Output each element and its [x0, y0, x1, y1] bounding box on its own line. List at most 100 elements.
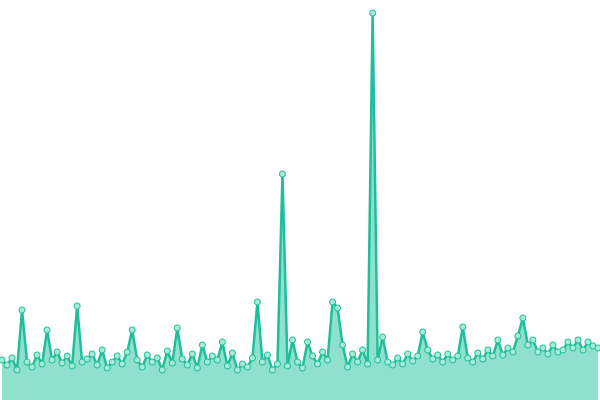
point [208, 352, 216, 360]
point [213, 356, 221, 364]
point [28, 363, 36, 371]
point [163, 347, 171, 355]
point [324, 356, 332, 364]
point [143, 351, 151, 359]
point [258, 358, 266, 366]
point [564, 338, 572, 346]
point [429, 355, 437, 363]
point [514, 332, 522, 340]
point [228, 349, 236, 357]
point [253, 298, 261, 306]
point [524, 341, 532, 349]
point [118, 360, 126, 368]
point [494, 336, 502, 344]
point [23, 358, 31, 366]
point [73, 302, 81, 310]
point [584, 338, 592, 346]
point [133, 356, 141, 364]
point [128, 326, 136, 334]
point [449, 356, 457, 364]
point [48, 356, 56, 364]
point [78, 358, 86, 366]
point [469, 358, 477, 366]
point [559, 346, 567, 354]
point [168, 359, 176, 367]
point [569, 344, 577, 352]
point [529, 336, 537, 344]
point [424, 346, 432, 354]
point [534, 348, 542, 356]
point [193, 364, 201, 372]
point [148, 358, 156, 366]
point [248, 354, 256, 362]
point [344, 363, 352, 371]
point [268, 366, 276, 374]
point [188, 350, 196, 358]
point [414, 352, 422, 360]
point [218, 338, 226, 346]
point [223, 362, 231, 370]
point [238, 360, 246, 368]
point [8, 354, 16, 362]
point [479, 355, 487, 363]
point [113, 352, 121, 360]
point [83, 355, 91, 363]
point [354, 358, 362, 366]
point [299, 364, 307, 372]
point [504, 344, 512, 352]
point [444, 350, 452, 358]
point [489, 352, 497, 360]
point [93, 361, 101, 369]
point [304, 338, 312, 346]
point [173, 324, 181, 332]
point [58, 359, 66, 367]
point [309, 352, 317, 360]
point [198, 341, 206, 349]
point [263, 351, 271, 359]
point [379, 333, 387, 341]
point [409, 357, 417, 365]
point [183, 361, 191, 369]
point [233, 366, 241, 374]
point [38, 360, 46, 368]
point [63, 352, 71, 360]
point [434, 351, 442, 359]
point [439, 358, 447, 366]
point [499, 351, 507, 359]
point [98, 346, 106, 354]
point [484, 346, 492, 354]
point [138, 363, 146, 371]
point [509, 348, 517, 356]
point [243, 363, 251, 371]
point [43, 326, 51, 334]
point [459, 323, 467, 331]
point [108, 358, 116, 366]
point [158, 366, 166, 374]
point [349, 350, 357, 358]
point [574, 336, 582, 344]
point [53, 348, 61, 356]
point [33, 351, 41, 359]
point [594, 344, 600, 352]
point [394, 354, 402, 362]
point [389, 361, 397, 369]
point [68, 362, 76, 370]
point [384, 358, 392, 366]
point [273, 360, 281, 368]
point [539, 344, 547, 352]
point [549, 341, 557, 349]
point [339, 341, 347, 349]
area [2, 13, 598, 400]
point [399, 360, 407, 368]
point [329, 298, 337, 306]
point [123, 348, 131, 356]
point [153, 354, 161, 362]
point [178, 355, 186, 363]
point [13, 366, 21, 374]
point [519, 314, 527, 322]
point [103, 364, 111, 372]
point [293, 358, 301, 366]
point [278, 170, 286, 178]
